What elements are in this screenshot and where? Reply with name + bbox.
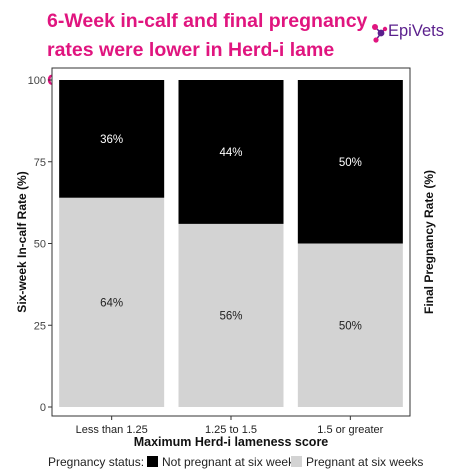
legend: Pregnancy status: Not pregnant at six we…: [0, 453, 474, 471]
molecule-icon: [372, 24, 388, 43]
x-tick-label: 1.25 to 1.5: [205, 424, 257, 436]
bar-data-label: 44%: [219, 147, 242, 159]
bar-data-label: 36%: [100, 134, 123, 146]
y-axis-title: Six-week In-calf Rate (%): [15, 171, 29, 312]
legend-label-not-pregnant: Not pregnant at six weeks: [162, 455, 301, 469]
y-tick-label: 50: [34, 239, 46, 251]
bar-segment: [59, 197, 165, 407]
x-tick-label: Less than 1.25: [76, 424, 148, 436]
bar-segment: [297, 243, 403, 407]
epivets-logo: EpiVets: [370, 20, 470, 46]
y-tick-label: 25: [34, 320, 46, 332]
bar-segment: [59, 80, 165, 198]
logo-text: EpiVets: [388, 22, 444, 40]
legend-swatch-not-pregnant: [147, 456, 158, 467]
y-tick-label: 75: [34, 157, 46, 169]
x-axis-title: Maximum Herd-i lameness score: [134, 435, 329, 449]
bar-data-label: 56%: [219, 310, 242, 322]
bar-segment: [297, 80, 403, 244]
bar-data-label: 50%: [339, 320, 362, 332]
chart-title-line-1: 6-Week in-calf and final pregnancy: [47, 10, 368, 32]
bar-data-label: 50%: [339, 157, 362, 169]
x-tick-label: 1.5 or greater: [317, 424, 383, 436]
bar-segment: [178, 223, 284, 407]
bar-data-label: 64%: [100, 297, 123, 309]
legend-label-pregnant: Pregnant at six weeks: [306, 455, 424, 469]
plot-border: [51, 67, 411, 417]
y-axis-title-right: Final Pregnancy Rate (%): [422, 170, 436, 314]
legend-swatch-pregnant: [291, 456, 302, 467]
y-tick-label: 100: [28, 75, 46, 87]
legend-title: Pregnancy status:: [48, 455, 145, 469]
bar-segment: [178, 80, 284, 224]
y-tick-label: 0: [40, 402, 46, 414]
